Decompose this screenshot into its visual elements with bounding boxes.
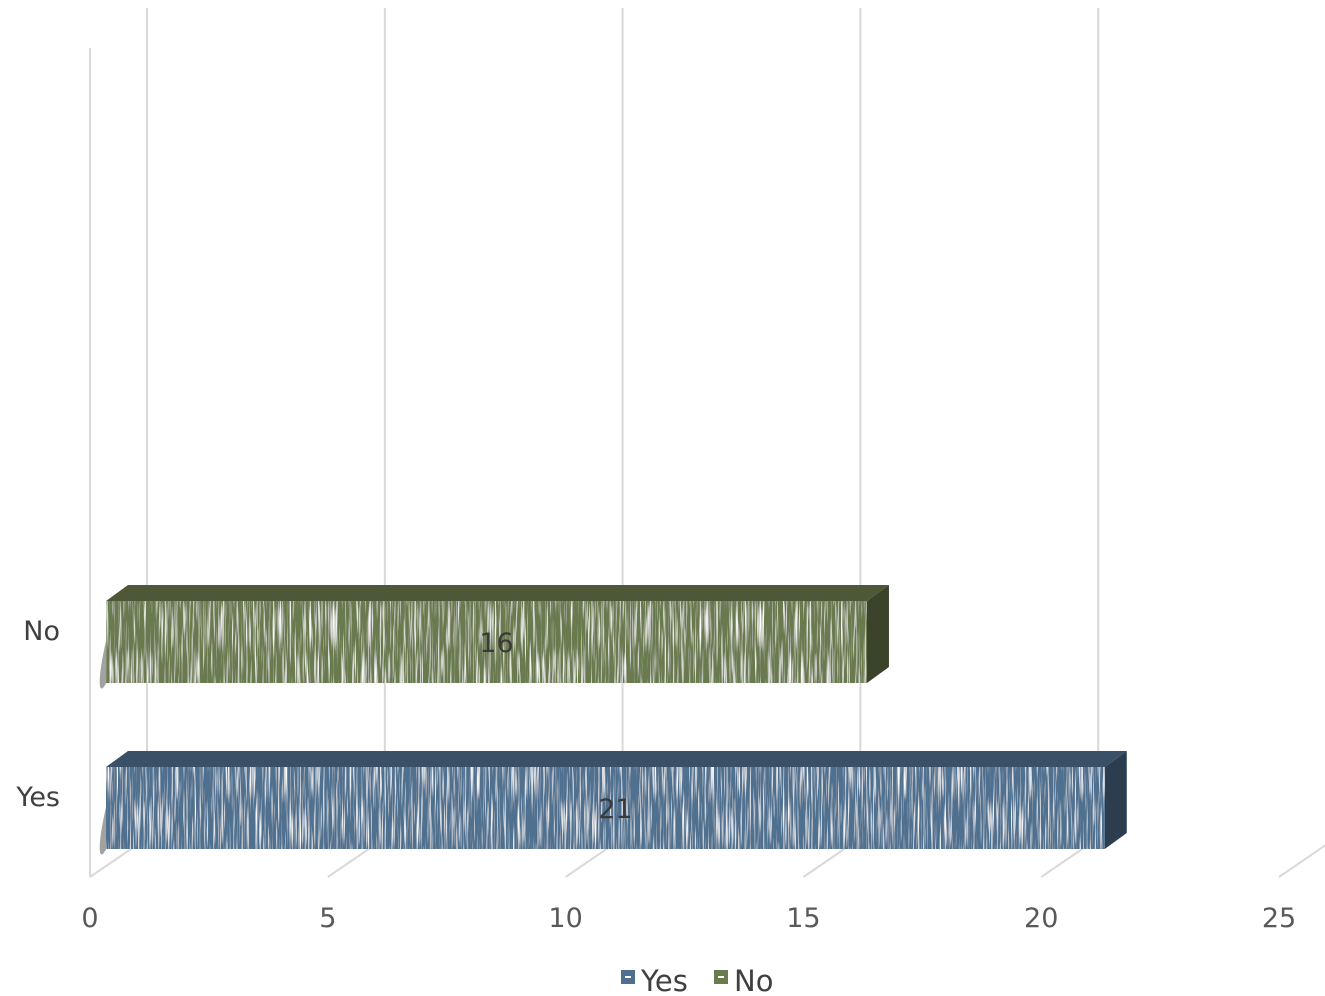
x-tick-label: 5 [319,903,336,934]
legend: Yes No [621,964,773,996]
category-label: No [23,616,60,647]
x-tick-label: 0 [81,903,98,934]
bar-no [99,585,889,689]
bars [99,585,1127,855]
floor-gridline [1278,844,1325,878]
data-label: 16 [479,628,513,659]
bar-side-face [866,585,889,683]
gridlines [146,8,1100,838]
category-label: Yes [15,782,60,813]
bar-front-face [106,601,867,683]
labels: 0 5 10 15 20 25 21 16 Yes No [15,616,1296,934]
legend-label: No [734,964,773,996]
bar-yes [99,751,1127,855]
bar-top-face [106,751,1127,767]
x-tick-label: 20 [1024,903,1058,934]
legend-item-yes: Yes [621,964,688,996]
x-tick-label: 10 [548,903,582,934]
bar-front-face [106,767,1105,849]
x-tick-label: 15 [786,903,820,934]
data-label: 21 [598,794,632,825]
bar-side-face [1104,751,1127,849]
legend-label: Yes [640,964,688,996]
legend-item-no: No [714,964,773,996]
x-tick-label: 25 [1262,903,1296,934]
bar-top-face [106,585,889,601]
